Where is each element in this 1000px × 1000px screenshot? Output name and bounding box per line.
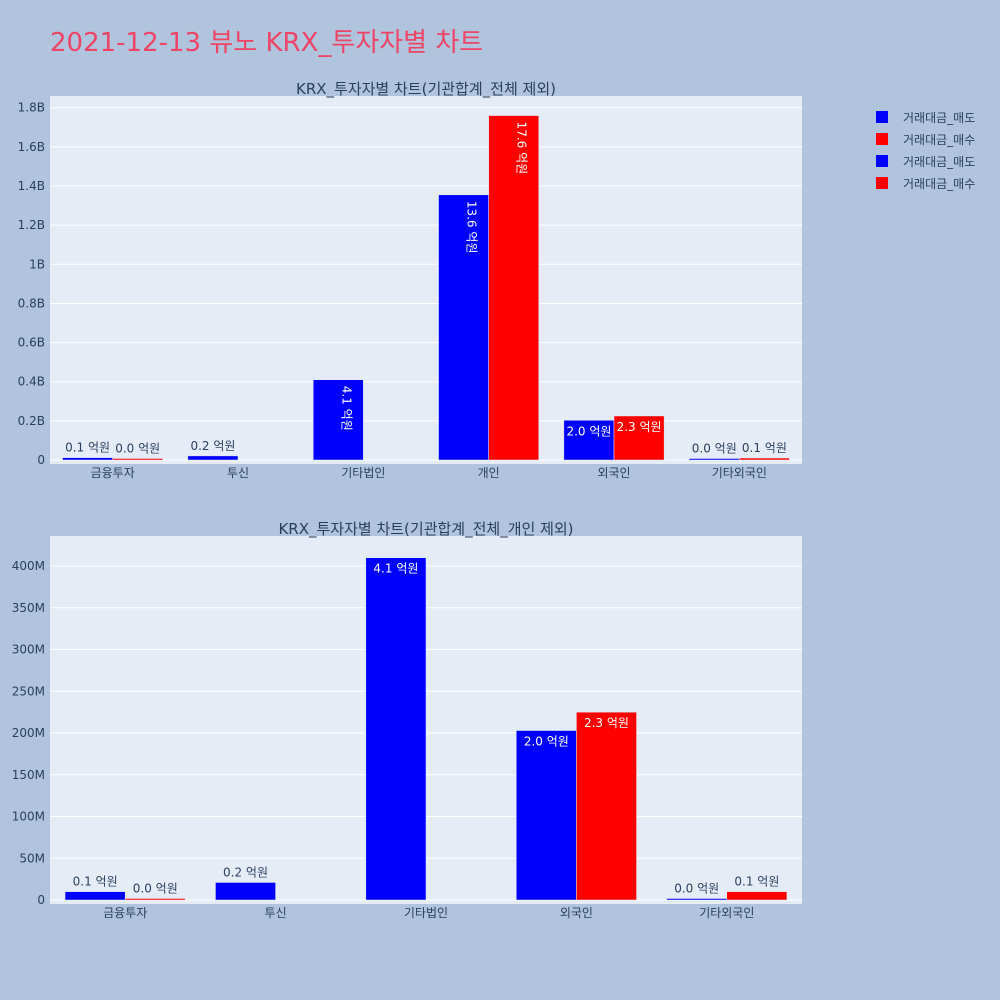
data-label: 0.0 억원 xyxy=(115,442,160,456)
x-tick-label: 외국인 xyxy=(597,466,630,480)
y-tick-label: 300M xyxy=(12,643,45,657)
data-label: 4.1 억원 xyxy=(373,562,418,576)
legend-item[interactable]: 거래대금_매수 xyxy=(876,128,975,150)
data-label: 4.1 억원 xyxy=(339,386,353,431)
x-tick-label: 금융투자 xyxy=(103,906,147,920)
y-tick-label: 1.8B xyxy=(18,101,45,115)
bar xyxy=(64,891,126,901)
bar xyxy=(613,415,665,461)
legend-label: 거래대금_매수 xyxy=(903,176,976,191)
bar xyxy=(124,898,186,901)
data-label: 0.1 억원 xyxy=(73,875,118,889)
legend-swatch xyxy=(876,177,888,189)
bar xyxy=(488,115,540,461)
y-tick-label: 150M xyxy=(12,768,45,782)
y-tick-label: 1.2B xyxy=(18,218,45,232)
x-tick-label: 개인 xyxy=(478,466,500,480)
legend-item[interactable]: 거래대금_매도 xyxy=(876,106,975,128)
legend-swatch xyxy=(876,111,888,123)
x-tick-label: 기타법인 xyxy=(404,906,448,920)
data-label: 2.3 억원 xyxy=(584,716,629,730)
data-label: 0.1 억원 xyxy=(734,875,779,889)
x-tick-label: 기타외국인 xyxy=(712,466,767,480)
y-tick-label: 0 xyxy=(37,893,45,907)
x-tick-label: 금융투자 xyxy=(91,466,135,480)
y-tick-label: 0.2B xyxy=(18,414,45,428)
page-title: 2021-12-13 뷰노 KRX_투자자별 차트 xyxy=(50,28,484,58)
y-tick-label: 0.8B xyxy=(18,296,45,310)
legend: 거래대금_매도 거래대금_매수 거래대금_매도 거래대금_매수 xyxy=(876,106,975,194)
y-tick-label: 1.6B xyxy=(18,140,45,154)
bar xyxy=(438,194,489,461)
bar xyxy=(666,898,728,901)
bar xyxy=(365,557,427,901)
y-tick-label: 50M xyxy=(19,851,45,865)
bar xyxy=(726,891,788,901)
x-tick-label: 외국인 xyxy=(560,906,593,920)
y-tick-label: 350M xyxy=(12,601,45,615)
y-tick-label: 100M xyxy=(12,810,45,824)
data-label: 0.0 억원 xyxy=(692,442,737,456)
data-label: 17.6 억원 xyxy=(515,122,529,175)
legend-label: 거래대금_매수 xyxy=(903,132,976,147)
data-label: 0.1 억원 xyxy=(742,441,787,455)
data-label: 0.2 억원 xyxy=(223,865,268,879)
data-label: 0.0 억원 xyxy=(674,882,719,896)
bar xyxy=(62,457,113,461)
bar xyxy=(576,711,637,901)
y-tick-label: 1B xyxy=(29,257,45,271)
y-tick-label: 1.4B xyxy=(18,179,45,193)
data-label: 2.0 억원 xyxy=(566,424,611,438)
data-label: 2.0 억원 xyxy=(524,735,569,749)
x-tick-label: 투신 xyxy=(227,466,249,480)
data-label: 0.0 억원 xyxy=(133,882,178,896)
data-label: 13.6 억원 xyxy=(465,201,479,254)
legend-item[interactable]: 거래대금_매도 xyxy=(876,150,975,172)
plot-area xyxy=(50,96,802,464)
bar xyxy=(688,458,740,461)
legend-label: 거래대금_매도 xyxy=(903,110,976,125)
x-tick-label: 투신 xyxy=(265,906,287,920)
x-tick-label: 기타외국인 xyxy=(699,906,754,920)
bar xyxy=(739,457,790,461)
y-tick-label: 200M xyxy=(12,726,45,740)
data-label: 2.3 억원 xyxy=(617,420,662,434)
bar xyxy=(215,882,276,901)
bar xyxy=(563,420,615,461)
bar xyxy=(515,730,577,901)
chart-title: KRX_투자자별 차트(기관합계_전체 제외) xyxy=(296,80,556,99)
y-tick-label: 250M xyxy=(12,684,45,698)
y-tick-label: 0.4B xyxy=(18,375,45,389)
data-label: 0.1 억원 xyxy=(65,441,110,455)
y-tick-label: 400M xyxy=(12,559,45,573)
chart-title: KRX_투자자별 차트(기관합계_전체_개인 제외) xyxy=(278,520,573,539)
bar xyxy=(112,458,164,461)
legend-item[interactable]: 거래대금_매수 xyxy=(876,172,975,194)
legend-swatch xyxy=(876,155,888,167)
y-tick-label: 0 xyxy=(37,453,45,467)
data-label: 0.2 억원 xyxy=(190,439,235,453)
y-tick-label: 0.6B xyxy=(18,336,45,350)
legend-swatch xyxy=(876,133,888,145)
bar xyxy=(312,379,364,461)
bar xyxy=(187,455,239,461)
x-tick-label: 기타법인 xyxy=(341,466,385,480)
legend-label: 거래대금_매도 xyxy=(903,154,976,169)
